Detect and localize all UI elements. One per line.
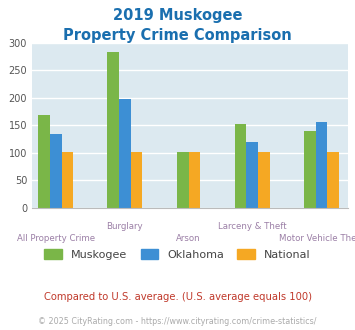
Bar: [189, 152, 200, 208]
Text: All Property Crime: All Property Crime: [17, 234, 95, 243]
Bar: [235, 124, 246, 208]
Text: Burglary: Burglary: [106, 222, 143, 231]
Bar: [246, 142, 258, 208]
Bar: [316, 122, 327, 208]
Text: 2019 Muskogee: 2019 Muskogee: [113, 8, 242, 23]
Bar: [38, 115, 50, 208]
Bar: [107, 52, 119, 208]
Text: Compared to U.S. average. (U.S. average equals 100): Compared to U.S. average. (U.S. average …: [44, 292, 311, 302]
Bar: [50, 134, 62, 208]
Bar: [304, 131, 316, 208]
Legend: Muskogee, Oklahoma, National: Muskogee, Oklahoma, National: [44, 249, 311, 260]
Bar: [258, 152, 270, 208]
Text: Property Crime Comparison: Property Crime Comparison: [63, 28, 292, 43]
Text: Motor Vehicle Theft: Motor Vehicle Theft: [279, 234, 355, 243]
Bar: [131, 152, 142, 208]
Text: Arson: Arson: [176, 234, 201, 243]
Bar: [177, 152, 189, 208]
Bar: [62, 152, 73, 208]
Text: © 2025 CityRating.com - https://www.cityrating.com/crime-statistics/: © 2025 CityRating.com - https://www.city…: [38, 317, 317, 326]
Bar: [119, 99, 131, 208]
Text: Larceny & Theft: Larceny & Theft: [218, 222, 286, 231]
Bar: [327, 152, 339, 208]
